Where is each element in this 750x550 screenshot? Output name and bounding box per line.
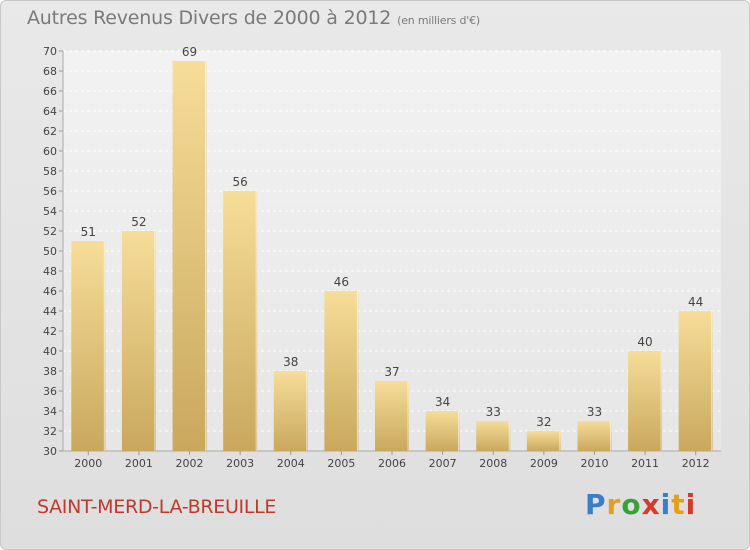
data-label: 38 xyxy=(283,355,298,369)
x-tick-label: 2009 xyxy=(530,457,558,470)
x-tick-label: 2011 xyxy=(631,457,659,470)
bar xyxy=(223,191,258,451)
y-tick-label: 68 xyxy=(43,65,57,78)
chart-title: Autres Revenus Divers de 2000 à 2012 (en … xyxy=(27,7,480,29)
bar xyxy=(375,381,409,451)
bar xyxy=(71,241,106,451)
y-tick-label: 58 xyxy=(43,165,57,178)
logo-letter: o xyxy=(621,488,642,521)
x-tick-label: 2004 xyxy=(277,457,305,470)
bar xyxy=(172,61,207,451)
bar xyxy=(121,231,156,451)
y-tick-label: 34 xyxy=(43,405,57,418)
data-label: 32 xyxy=(536,415,551,429)
x-tick-label: 2001 xyxy=(125,457,153,470)
bar xyxy=(273,371,308,451)
data-label: 33 xyxy=(587,405,602,419)
bar xyxy=(577,421,612,451)
y-tick-label: 50 xyxy=(43,245,57,258)
bar xyxy=(526,431,561,451)
bar xyxy=(628,351,663,451)
x-tick-label: 2003 xyxy=(226,457,254,470)
bar xyxy=(476,421,511,451)
x-tick-label: 2010 xyxy=(580,457,608,470)
y-tick-label: 62 xyxy=(43,125,57,138)
y-tick-label: 66 xyxy=(43,85,57,98)
x-tick-label: 2008 xyxy=(479,457,507,470)
bar xyxy=(678,311,713,451)
x-tick-label: 2012 xyxy=(682,457,710,470)
y-tick-label: 38 xyxy=(43,365,57,378)
x-tick-label: 2005 xyxy=(327,457,355,470)
y-tick-label: 46 xyxy=(43,285,57,298)
y-tick-label: 60 xyxy=(43,145,57,158)
proxiti-logo: Proxiti xyxy=(585,488,696,521)
y-tick-label: 64 xyxy=(43,105,57,118)
x-tick-label: 2000 xyxy=(74,457,102,470)
bar xyxy=(425,411,460,451)
data-label: 34 xyxy=(435,395,450,409)
y-tick-label: 52 xyxy=(43,225,57,238)
data-label: 40 xyxy=(637,335,652,349)
x-tick-label: 2007 xyxy=(429,457,457,470)
logo-letter: x xyxy=(641,488,661,521)
logo-letter: r xyxy=(606,488,622,521)
data-label: 46 xyxy=(334,275,349,289)
data-label: 33 xyxy=(486,405,501,419)
y-tick-label: 36 xyxy=(43,385,57,398)
y-tick-label: 56 xyxy=(43,185,57,198)
data-label: 69 xyxy=(182,45,197,59)
y-tick-label: 32 xyxy=(43,425,57,438)
data-label: 56 xyxy=(233,175,248,189)
x-tick-label: 2002 xyxy=(176,457,204,470)
title-text: Autres Revenus Divers de 2000 à 2012 xyxy=(27,7,392,29)
data-label: 52 xyxy=(131,215,146,229)
data-label: 51 xyxy=(81,225,96,239)
chart-subtitle: (en milliers d'€) xyxy=(397,14,481,27)
y-tick-label: 70 xyxy=(43,45,57,58)
y-tick-label: 30 xyxy=(43,445,57,458)
data-label: 44 xyxy=(688,295,703,309)
x-tick-label: 2006 xyxy=(378,457,406,470)
y-tick-label: 40 xyxy=(43,345,57,358)
commune-name: SAINT-MERD-LA-BREUILLE xyxy=(37,496,277,518)
y-tick-label: 42 xyxy=(43,325,57,338)
logo-letter: i xyxy=(660,488,672,521)
data-label: 37 xyxy=(384,365,399,379)
y-tick-label: 44 xyxy=(43,305,57,318)
logo-letter: i xyxy=(685,488,697,521)
logo-letter: t xyxy=(671,488,686,521)
y-tick-label: 54 xyxy=(43,205,57,218)
logo-letter: P xyxy=(585,488,607,521)
bar xyxy=(324,291,359,451)
y-tick-label: 48 xyxy=(43,265,57,278)
